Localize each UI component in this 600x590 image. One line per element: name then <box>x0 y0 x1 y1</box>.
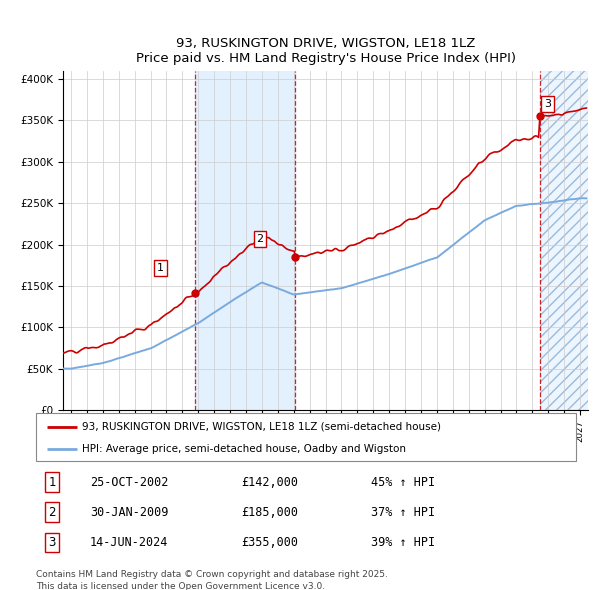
Text: 37% ↑ HPI: 37% ↑ HPI <box>371 506 435 519</box>
Text: 1: 1 <box>49 476 56 489</box>
Bar <box>539 71 588 410</box>
Text: 45% ↑ HPI: 45% ↑ HPI <box>371 476 435 489</box>
Bar <box>539 71 588 410</box>
Text: 3: 3 <box>544 99 551 109</box>
Text: 30-JAN-2009: 30-JAN-2009 <box>90 506 169 519</box>
Text: 2: 2 <box>256 234 263 244</box>
Text: £355,000: £355,000 <box>241 536 298 549</box>
Text: 93, RUSKINGTON DRIVE, WIGSTON, LE18 1LZ (semi-detached house): 93, RUSKINGTON DRIVE, WIGSTON, LE18 1LZ … <box>82 421 441 431</box>
Title: 93, RUSKINGTON DRIVE, WIGSTON, LE18 1LZ
Price paid vs. HM Land Registry's House : 93, RUSKINGTON DRIVE, WIGSTON, LE18 1LZ … <box>136 38 515 65</box>
Text: 39% ↑ HPI: 39% ↑ HPI <box>371 536 435 549</box>
Text: Contains HM Land Registry data © Crown copyright and database right 2025.
This d: Contains HM Land Registry data © Crown c… <box>36 570 388 590</box>
Text: 1: 1 <box>157 263 164 273</box>
Text: 3: 3 <box>49 536 56 549</box>
Bar <box>196 71 295 410</box>
Text: £142,000: £142,000 <box>241 476 298 489</box>
Text: 2: 2 <box>49 506 56 519</box>
Text: HPI: Average price, semi-detached house, Oadby and Wigston: HPI: Average price, semi-detached house,… <box>82 444 406 454</box>
Text: £185,000: £185,000 <box>241 506 298 519</box>
Text: 25-OCT-2002: 25-OCT-2002 <box>90 476 169 489</box>
Text: 14-JUN-2024: 14-JUN-2024 <box>90 536 169 549</box>
